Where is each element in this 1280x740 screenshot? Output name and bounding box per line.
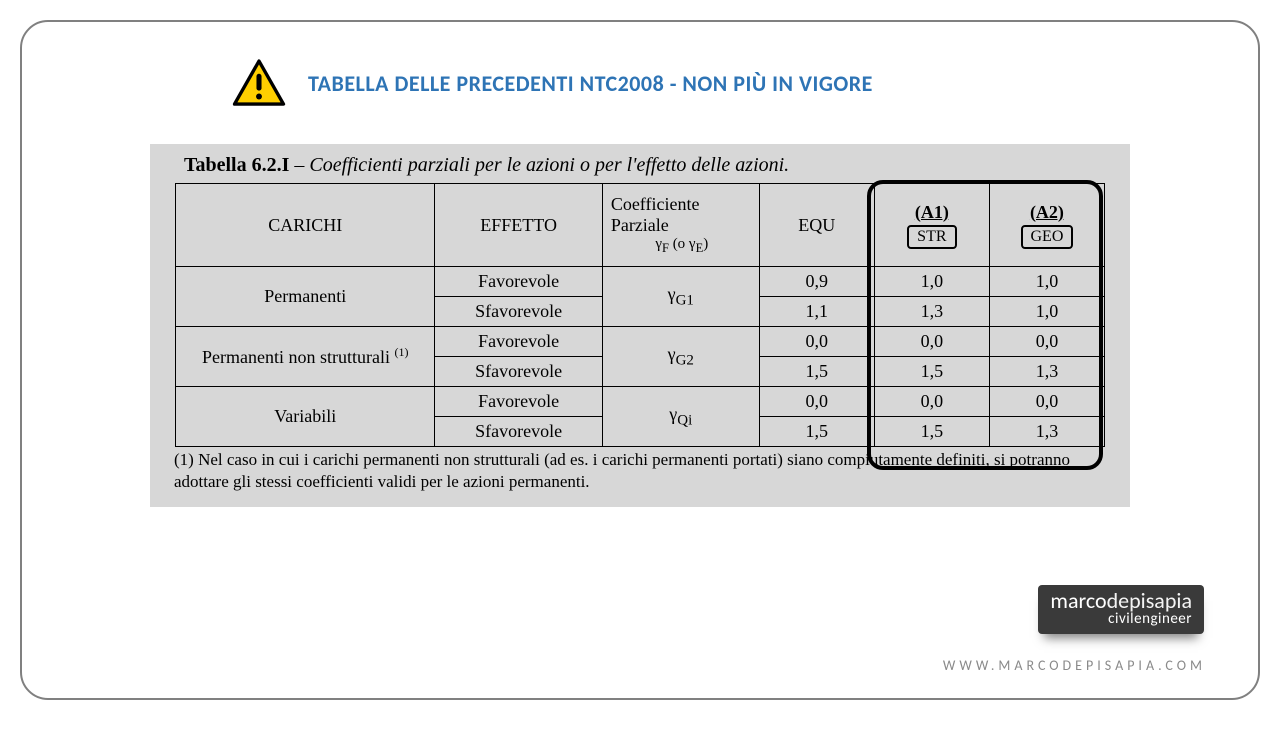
cell: 0,0 [874, 387, 989, 417]
cell: 0,9 [759, 267, 874, 297]
col-effetto: EFFETTO [435, 184, 602, 267]
cell: 0,0 [989, 327, 1104, 357]
cell: 1,5 [874, 417, 989, 447]
cell: 1,3 [874, 297, 989, 327]
table-row: Variabili Favorevole γQi 0,0 0,0 0,0 [176, 387, 1105, 417]
cell: Sfavorevole [435, 297, 602, 327]
table-caption: Tabella 6.2.I – Coefficienti parziali pe… [184, 154, 1120, 177]
slide-frame: TABELLA DELLE PRECEDENTI NTC2008 - NON P… [20, 20, 1260, 700]
cell-coef: γG1 [602, 267, 759, 327]
footnote: (1) Nel caso in cui i carichi permanenti… [174, 449, 1106, 493]
footer-logo: marcodepisapia civilengineer [1038, 585, 1204, 634]
col-coef: Coefficiente Parziale γF (o γE) [602, 184, 759, 267]
cell: Favorevole [435, 387, 602, 417]
table-panel: Tabella 6.2.I – Coefficienti parziali pe… [150, 144, 1130, 507]
group-label: Permanenti non strutturali (1) [176, 327, 435, 387]
coefficients-table: CARICHI EFFETTO Coefficiente Parziale γF… [175, 183, 1105, 447]
cell: 1,5 [759, 357, 874, 387]
cell: 0,0 [989, 387, 1104, 417]
cell: 0,0 [759, 327, 874, 357]
cell: 1,0 [989, 297, 1104, 327]
col-carichi: CARICHI [176, 184, 435, 267]
col-a2: (A2) GEO [989, 184, 1104, 267]
cell: Sfavorevole [435, 357, 602, 387]
footer-url: WWW.MARCODEPISAPIA.COM [943, 657, 1206, 674]
cell: Favorevole [435, 267, 602, 297]
cell: 1,3 [989, 417, 1104, 447]
warning-icon [232, 58, 286, 108]
cell: 1,3 [989, 357, 1104, 387]
cell: 0,0 [759, 387, 874, 417]
table-row: Permanenti Favorevole γG1 0,9 1,0 1,0 [176, 267, 1105, 297]
cell: Favorevole [435, 327, 602, 357]
cell: Sfavorevole [435, 417, 602, 447]
cell: 1,5 [759, 417, 874, 447]
cell: 1,0 [874, 267, 989, 297]
cell-coef: γG2 [602, 327, 759, 387]
slide-title: TABELLA DELLE PRECEDENTI NTC2008 - NON P… [308, 70, 873, 97]
cell: 1,5 [874, 357, 989, 387]
col-equ: EQU [759, 184, 874, 267]
table-row: Permanenti non strutturali (1) Favorevol… [176, 327, 1105, 357]
cell: 1,0 [989, 267, 1104, 297]
cell: 0,0 [874, 327, 989, 357]
header: TABELLA DELLE PRECEDENTI NTC2008 - NON P… [232, 58, 1218, 108]
col-a1: (A1) STR [874, 184, 989, 267]
group-label: Variabili [176, 387, 435, 447]
cell-coef: γQi [602, 387, 759, 447]
cell: 1,1 [759, 297, 874, 327]
group-label: Permanenti [176, 267, 435, 327]
